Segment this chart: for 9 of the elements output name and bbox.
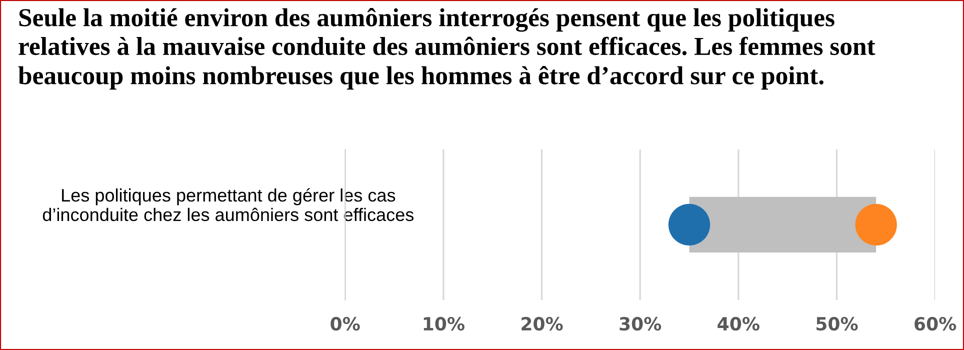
x-tick-label: 10% bbox=[424, 316, 464, 331]
x-tick-label: 20% bbox=[522, 316, 563, 331]
x-tick-label: 50% bbox=[816, 316, 858, 331]
x-tick-label: 60% bbox=[914, 316, 956, 331]
x-tick-label: 0% bbox=[330, 316, 360, 331]
chart-title: Seule la moitié environ des aumôniers interrogés pensent que les politiques relatives à la mauvaise conduite des aumôniers sont efficaces. Les femmes sont beaucoup moins nombreuses que les hommes à être d’accord sur ce point. bbox=[18, 8, 876, 90]
y-tick-label: Les politiques permettant de gérer les cas d’inconduite chez les aumôniers sont efficaces bbox=[42, 188, 414, 222]
x-tick-label: 40% bbox=[718, 316, 760, 331]
x-tick-label: 30% bbox=[620, 316, 662, 331]
